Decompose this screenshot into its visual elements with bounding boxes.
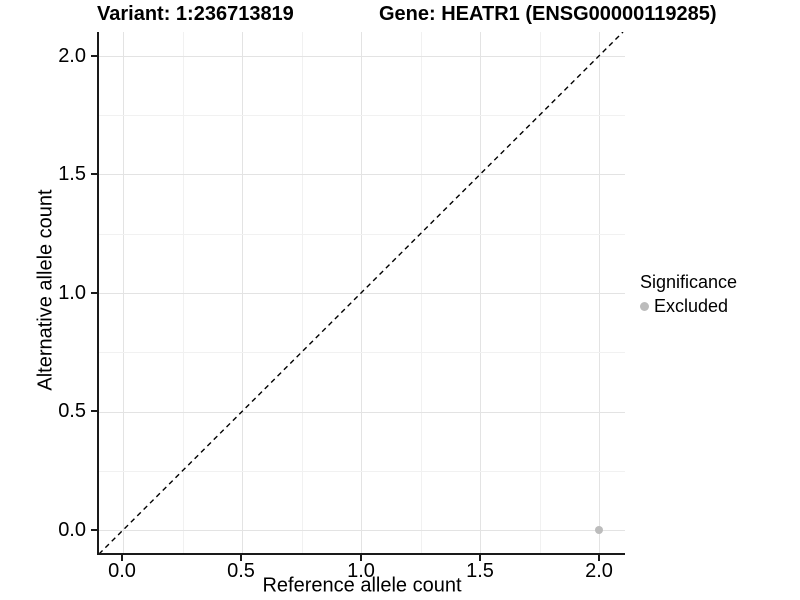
x-tick-mark xyxy=(598,555,600,561)
gridline-x-minor xyxy=(302,32,303,553)
gridline-x-major xyxy=(123,32,124,553)
gridline-y-major xyxy=(99,174,625,175)
gridline-x-minor xyxy=(421,32,422,553)
legend: Significance Excluded xyxy=(640,270,737,317)
y-tick-label: 2.0 xyxy=(58,45,86,67)
x-tick-label: 1.5 xyxy=(466,560,494,582)
plot-area xyxy=(99,32,625,553)
plot-title-variant: Variant: 1:236713819 xyxy=(97,3,294,25)
x-tick-label: 1.0 xyxy=(347,560,375,582)
plot-panel xyxy=(97,32,625,555)
x-tick-label: 2.0 xyxy=(585,560,613,582)
x-tick-label: 0.5 xyxy=(227,560,255,582)
y-tick-label: 0.5 xyxy=(58,400,86,422)
gridline-y-minor xyxy=(99,471,625,472)
y-tick-mark xyxy=(91,410,97,412)
gridline-y-minor xyxy=(99,234,625,235)
gridline-y-major xyxy=(99,293,625,294)
legend-point-icon xyxy=(640,301,649,311)
x-tick-mark xyxy=(360,555,362,561)
x-tick-mark xyxy=(240,555,242,561)
x-tick-mark xyxy=(121,555,123,561)
gridline-y-major xyxy=(99,530,625,531)
gridline-y-major xyxy=(99,56,625,57)
gridline-y-minor xyxy=(99,115,625,116)
x-axis-title: Reference allele count xyxy=(262,574,462,597)
y-tick-mark xyxy=(91,173,97,175)
y-tick-label: 1.5 xyxy=(58,163,86,185)
legend-title: Significance xyxy=(640,272,738,292)
identity-line xyxy=(99,32,624,553)
y-axis-title: Alternative allele count xyxy=(34,189,57,391)
x-tick-mark xyxy=(479,555,481,561)
y-tick-mark xyxy=(91,529,97,531)
y-tick-mark xyxy=(91,55,97,57)
gridline-x-major xyxy=(242,32,243,553)
y-tick-mark xyxy=(91,292,97,294)
y-tick-label: 0.0 xyxy=(58,519,86,541)
plot-title-gene: Gene: HEATR1 (ENSG00000119285) xyxy=(379,3,717,25)
legend-item-excluded: Excluded xyxy=(640,295,737,317)
data-point xyxy=(595,526,603,534)
gridline-x-major xyxy=(480,32,481,553)
gridline-x-minor xyxy=(183,32,184,553)
gridline-x-major xyxy=(599,32,600,553)
gridline-x-minor xyxy=(540,32,541,553)
gridline-y-major xyxy=(99,412,625,413)
legend-item-label: Excluded xyxy=(654,296,729,316)
x-tick-label: 0.0 xyxy=(108,560,136,582)
gridline-y-minor xyxy=(99,352,625,353)
y-tick-label: 1.0 xyxy=(58,282,86,304)
